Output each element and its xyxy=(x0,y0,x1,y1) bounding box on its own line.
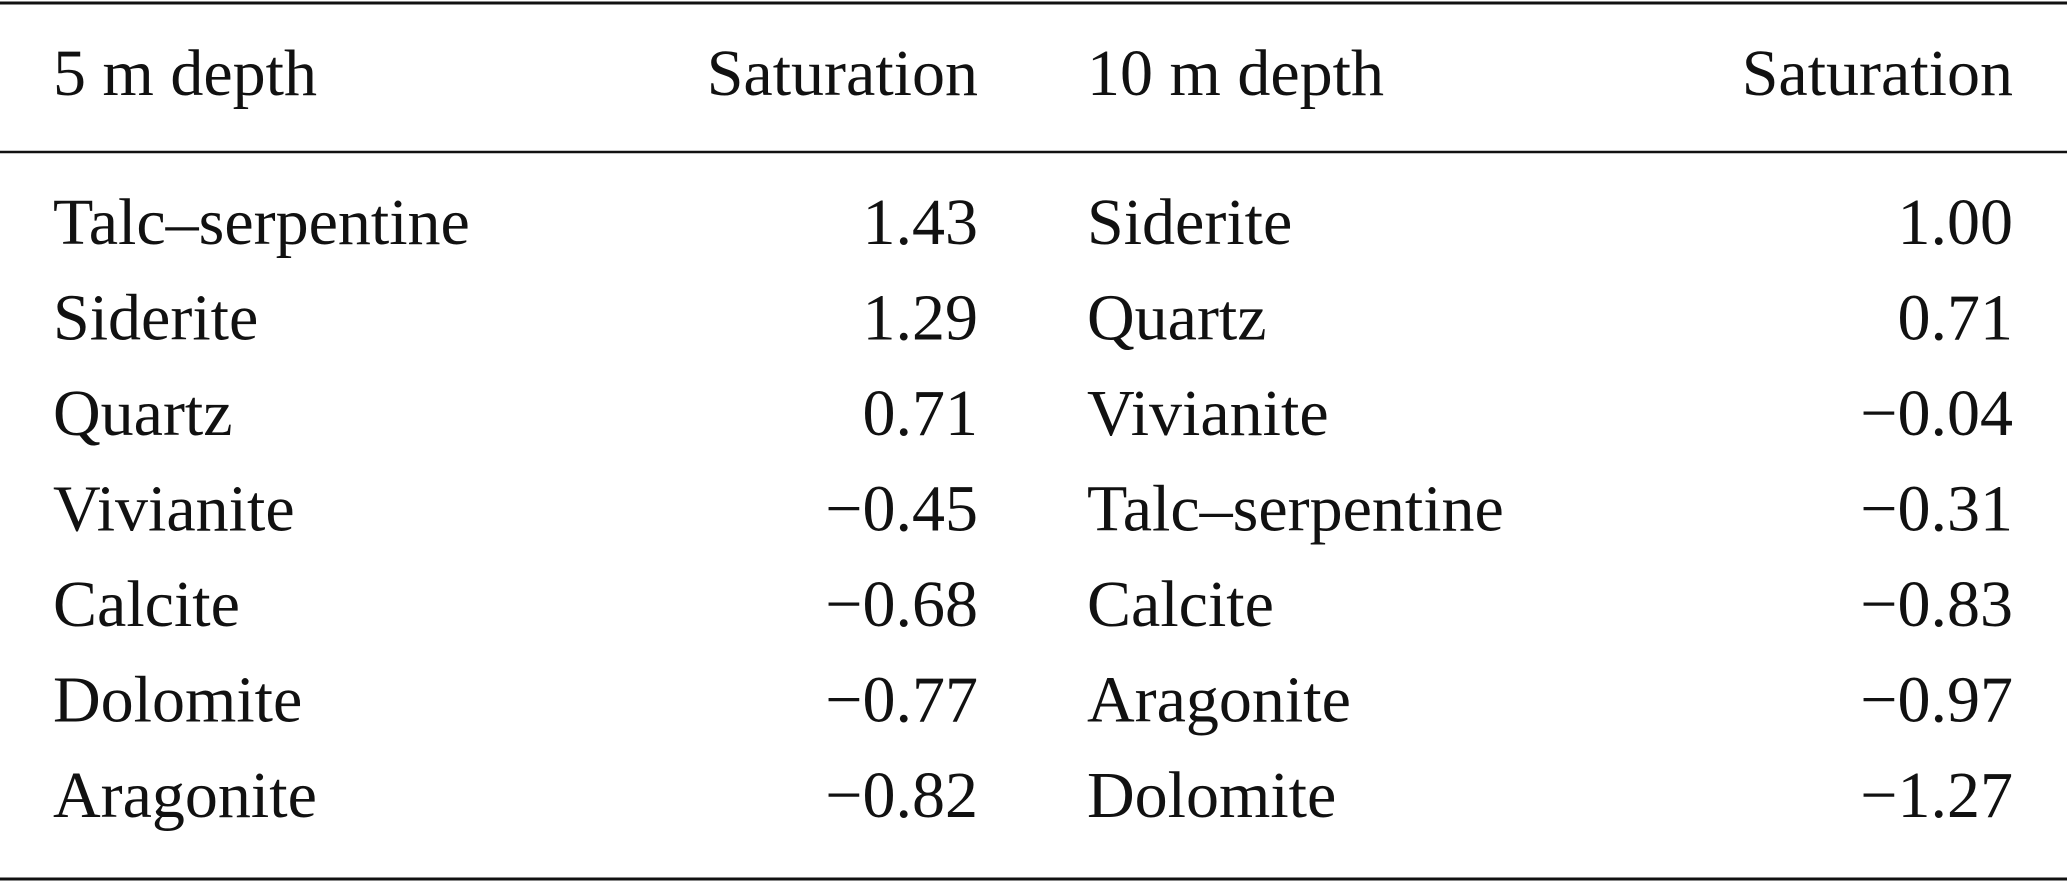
mineral-cell: Dolomite xyxy=(1087,759,1336,832)
mineral-cell: Siderite xyxy=(53,282,258,355)
mineral-cell: Aragonite xyxy=(53,759,317,832)
value-cell: −0.97 xyxy=(1860,664,2013,737)
header-cell: Saturation xyxy=(1742,37,2013,110)
mineral-cell: Talc–serpentine xyxy=(1087,473,1504,546)
value-cell: −1.27 xyxy=(1860,759,2013,832)
mineral-cell: Quartz xyxy=(1087,282,1267,355)
mineral-cell: Calcite xyxy=(1087,568,1274,641)
value-cell: 1.00 xyxy=(1898,186,2014,259)
mineral-cell: Vivianite xyxy=(53,473,295,546)
header-cell: 5 m depth xyxy=(53,37,317,110)
value-cell: −0.77 xyxy=(825,664,978,737)
value-cell: −0.82 xyxy=(825,759,978,832)
value-cell: −0.31 xyxy=(1860,473,2013,546)
value-cell: 0.71 xyxy=(1898,282,2014,355)
value-cell: 1.29 xyxy=(863,282,979,355)
mineral-cell: Aragonite xyxy=(1087,664,1351,737)
value-cell: −0.45 xyxy=(825,473,978,546)
mineral-cell: Vivianite xyxy=(1087,377,1329,450)
value-cell: −0.68 xyxy=(825,568,978,641)
value-cell: −0.04 xyxy=(1860,377,2013,450)
mineral-cell: Talc–serpentine xyxy=(53,186,470,259)
header-cell: 10 m depth xyxy=(1087,37,1384,110)
mineral-cell: Calcite xyxy=(53,568,240,641)
mineral-cell: Quartz xyxy=(53,377,233,450)
mineral-cell: Siderite xyxy=(1087,186,1292,259)
mineral-cell: Dolomite xyxy=(53,664,302,737)
header-cell: Saturation xyxy=(707,37,978,110)
value-cell: 0.71 xyxy=(863,377,979,450)
value-cell: −0.83 xyxy=(1860,568,2013,641)
value-cell: 1.43 xyxy=(863,186,979,259)
